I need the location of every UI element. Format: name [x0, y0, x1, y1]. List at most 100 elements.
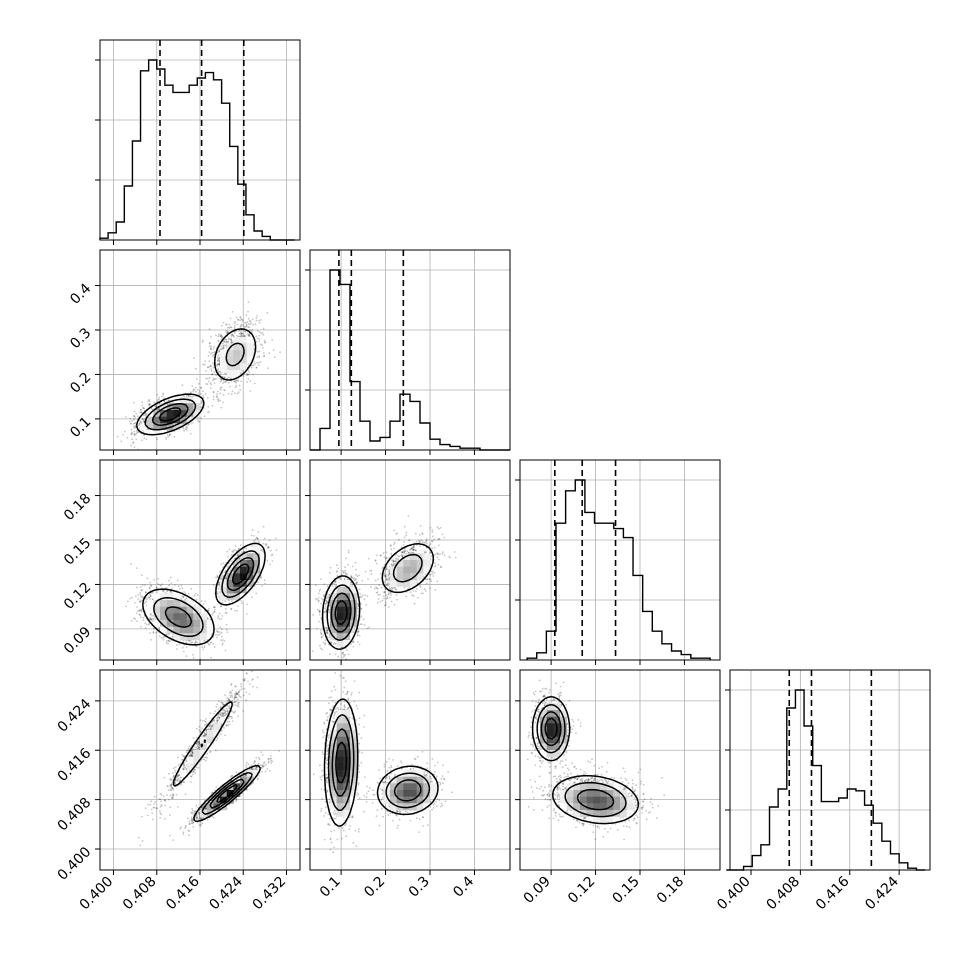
sample-point	[246, 374, 249, 377]
sample-point	[268, 539, 271, 541]
sample-point	[225, 380, 228, 383]
sample-point	[183, 591, 186, 593]
sample-point	[260, 332, 262, 335]
sample-point	[267, 547, 269, 549]
sample-point	[168, 584, 171, 587]
sample-point	[222, 321, 225, 324]
hist-panel-1	[95, 39, 301, 245]
sample-point	[130, 444, 132, 447]
sample-point	[205, 720, 207, 723]
sample-point	[168, 633, 171, 636]
sample-point	[203, 415, 206, 418]
sample-point	[182, 596, 185, 599]
sample-point	[258, 319, 260, 322]
density-cell	[160, 403, 167, 411]
density-cell	[180, 613, 187, 621]
sample-point	[171, 797, 174, 800]
sample-point	[170, 789, 172, 792]
density-cell	[160, 593, 167, 601]
sample-point	[215, 378, 217, 380]
density-cell	[173, 410, 181, 417]
sample-point	[142, 616, 145, 619]
sample-point	[219, 399, 222, 402]
sample-point	[150, 618, 153, 620]
sample-point	[243, 679, 246, 682]
sample-point	[182, 831, 185, 834]
sample-point	[219, 348, 222, 350]
density-cell	[233, 336, 241, 344]
sample-point	[229, 694, 232, 697]
sample-point	[130, 563, 133, 565]
sample-point	[209, 364, 212, 367]
sample-point	[206, 818, 209, 821]
sample-point	[247, 378, 250, 380]
sample-point	[216, 574, 219, 577]
sample-point	[238, 691, 240, 694]
sample-point	[212, 362, 214, 365]
sample-point	[246, 321, 249, 323]
density-cell	[146, 430, 154, 437]
sample-point	[149, 598, 152, 600]
sample-point	[146, 623, 148, 626]
sample-point	[216, 593, 219, 595]
sample-point	[149, 632, 152, 634]
sample-point	[222, 344, 225, 347]
sample-point	[208, 351, 211, 353]
sample-point	[255, 341, 258, 343]
sample-point	[150, 584, 153, 587]
density-cell	[193, 606, 201, 614]
sample-point	[247, 334, 250, 337]
density-cell	[246, 560, 254, 567]
sample-point	[129, 417, 132, 420]
sample-point	[225, 612, 228, 614]
sample-point	[213, 345, 216, 348]
sample-point	[196, 742, 199, 745]
sample-point	[135, 567, 138, 569]
sample-point	[250, 366, 253, 369]
density-cell	[226, 573, 234, 581]
sample-point	[149, 594, 152, 597]
sample-point	[226, 326, 229, 329]
sample-point	[209, 641, 212, 644]
sample-point	[136, 586, 138, 589]
sample-point	[139, 594, 142, 596]
sample-point	[245, 324, 248, 326]
sample-point	[143, 414, 146, 416]
sample-point	[230, 341, 233, 344]
sample-point	[241, 332, 244, 335]
density-cell	[173, 633, 181, 641]
sample-point	[192, 390, 195, 393]
sample-point	[262, 352, 265, 354]
sample-point	[217, 369, 219, 372]
density-cell	[173, 593, 181, 601]
sample-point	[181, 384, 184, 387]
sample-point	[133, 427, 136, 429]
sample-point	[230, 339, 233, 342]
density-cell	[233, 343, 241, 351]
sample-point	[221, 639, 224, 641]
density-cell	[166, 403, 174, 411]
sample-point	[246, 603, 249, 606]
sample-point	[140, 626, 142, 628]
sample-point	[134, 424, 137, 427]
sample-point	[240, 330, 242, 332]
sample-point	[149, 586, 151, 589]
sample-point	[228, 326, 231, 329]
sample-point	[195, 816, 198, 818]
sample-point	[158, 798, 161, 800]
sample-point	[263, 339, 266, 342]
sample-point	[133, 425, 135, 428]
sample-point	[233, 326, 236, 329]
sample-point	[226, 331, 229, 334]
sample-point	[231, 560, 233, 563]
sample-point	[134, 416, 137, 418]
density-cell	[246, 350, 254, 357]
sample-point	[149, 595, 152, 597]
sample-point	[259, 361, 262, 363]
sample-point	[158, 396, 161, 399]
sample-point	[168, 579, 171, 582]
sample-point	[169, 590, 172, 593]
sample-point	[167, 642, 170, 645]
sample-point	[207, 396, 209, 399]
sample-point	[217, 368, 220, 370]
